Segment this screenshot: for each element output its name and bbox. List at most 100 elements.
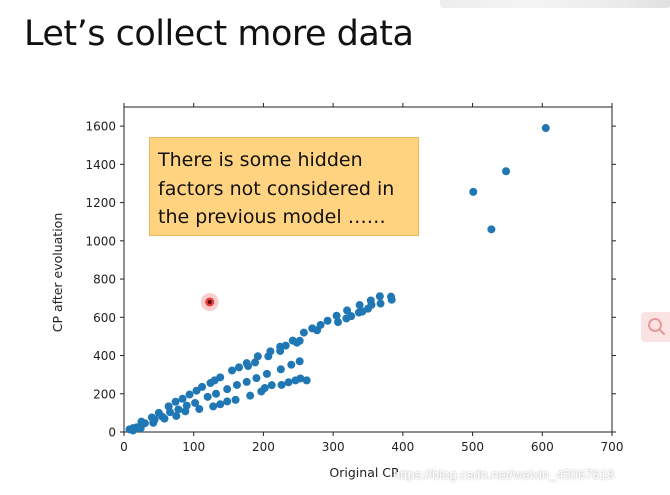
- data-point: [181, 407, 190, 416]
- y-tick-label: 1600: [85, 120, 116, 134]
- data-point: [295, 336, 304, 345]
- x-tick-label: 400: [391, 440, 414, 454]
- annotation-line-2: factors not considered in: [158, 177, 395, 200]
- watermark-text: https://blog.csdn.net/weixin_45067618: [393, 467, 615, 482]
- data-point: [174, 405, 183, 414]
- data-point: [469, 187, 478, 196]
- y-tick-label: 1200: [85, 196, 116, 210]
- data-points: [125, 124, 550, 435]
- data-point: [203, 392, 212, 401]
- y-tick-label: 600: [93, 311, 116, 325]
- data-point: [223, 397, 232, 406]
- x-tick-label: 100: [182, 440, 205, 454]
- data-point: [253, 352, 262, 361]
- data-point: [502, 167, 511, 176]
- data-point: [246, 391, 255, 400]
- data-point: [137, 417, 146, 426]
- data-point: [235, 363, 244, 372]
- y-tick-label: 400: [93, 349, 116, 363]
- data-point: [216, 373, 225, 382]
- y-tick-label: 1000: [85, 234, 116, 248]
- data-point: [154, 408, 163, 417]
- data-point: [171, 397, 180, 406]
- data-point: [267, 381, 276, 390]
- data-point: [295, 357, 304, 366]
- data-point: [347, 312, 356, 321]
- data-point: [276, 346, 285, 355]
- y-tick-label: 1400: [85, 158, 116, 172]
- data-point: [287, 360, 296, 369]
- data-point: [212, 389, 221, 398]
- data-point: [541, 124, 550, 133]
- data-point: [192, 386, 201, 395]
- data-point: [334, 318, 343, 327]
- data-point: [296, 374, 305, 383]
- data-point: [323, 316, 332, 325]
- y-tick-label: 0: [108, 426, 116, 440]
- data-point: [223, 385, 232, 394]
- annotation-line-1: There is some hidden: [158, 149, 363, 171]
- y-tick-label: 200: [93, 387, 116, 401]
- data-point: [375, 292, 384, 301]
- data-point: [149, 418, 158, 427]
- data-point: [160, 414, 169, 423]
- data-point: [262, 369, 271, 378]
- data-point: [299, 328, 308, 337]
- data-point: [302, 376, 311, 385]
- data-point: [195, 405, 204, 414]
- data-point: [198, 382, 207, 391]
- data-point: [277, 380, 286, 389]
- x-tick-label: 0: [120, 440, 128, 454]
- data-point: [191, 398, 200, 407]
- data-point: [251, 358, 260, 367]
- data-point: [332, 311, 341, 320]
- data-point: [232, 380, 241, 389]
- x-tick-label: 600: [531, 440, 554, 454]
- data-point: [164, 402, 173, 411]
- search-side-button[interactable]: [641, 312, 670, 342]
- data-point: [209, 402, 218, 411]
- data-point: [387, 295, 396, 304]
- highlight-center: [207, 300, 212, 304]
- x-tick-label: 300: [322, 440, 345, 454]
- data-point: [252, 374, 261, 383]
- data-point: [284, 378, 293, 387]
- data-point: [178, 394, 187, 403]
- annotation-line-3: the previous model ……: [158, 206, 386, 228]
- data-point: [216, 400, 225, 409]
- data-point: [355, 301, 364, 310]
- data-point: [343, 306, 352, 315]
- data-point: [129, 426, 138, 435]
- data-point: [376, 299, 385, 308]
- y-axis-ticks: 0 200 400 600 800 1000 1200 1400 1600: [85, 120, 616, 440]
- plot-frame: [123, 106, 613, 433]
- highlighted-point-group: [200, 293, 219, 311]
- data-point: [281, 341, 290, 350]
- data-point: [185, 390, 194, 399]
- top-edge-blur: [440, 0, 670, 8]
- x-tick-label: 700: [601, 440, 624, 454]
- data-point: [242, 377, 251, 386]
- x-tick-label: 500: [461, 440, 484, 454]
- data-point: [264, 352, 273, 361]
- x-axis-ticks: 0 100 200 300 400 500 600 700: [120, 103, 623, 454]
- y-axis-label: CP after evoluation: [50, 213, 65, 333]
- data-point: [172, 411, 181, 420]
- x-axis-label: Original CP: [329, 465, 399, 480]
- data-point: [276, 365, 285, 374]
- data-point: [244, 362, 253, 371]
- y-tick-label: 800: [93, 273, 116, 287]
- data-point: [487, 225, 496, 234]
- data-point: [231, 395, 240, 404]
- plot-border: [123, 106, 613, 433]
- slide-title: Let’s collect more data: [24, 14, 414, 54]
- data-point: [136, 424, 145, 433]
- search-icon: [648, 318, 666, 336]
- data-point: [260, 384, 269, 393]
- data-point: [313, 326, 322, 335]
- data-point: [367, 300, 376, 309]
- annotation-box: There is some hidden factors not conside…: [149, 137, 419, 236]
- x-tick-label: 200: [252, 440, 275, 454]
- data-point: [228, 366, 237, 375]
